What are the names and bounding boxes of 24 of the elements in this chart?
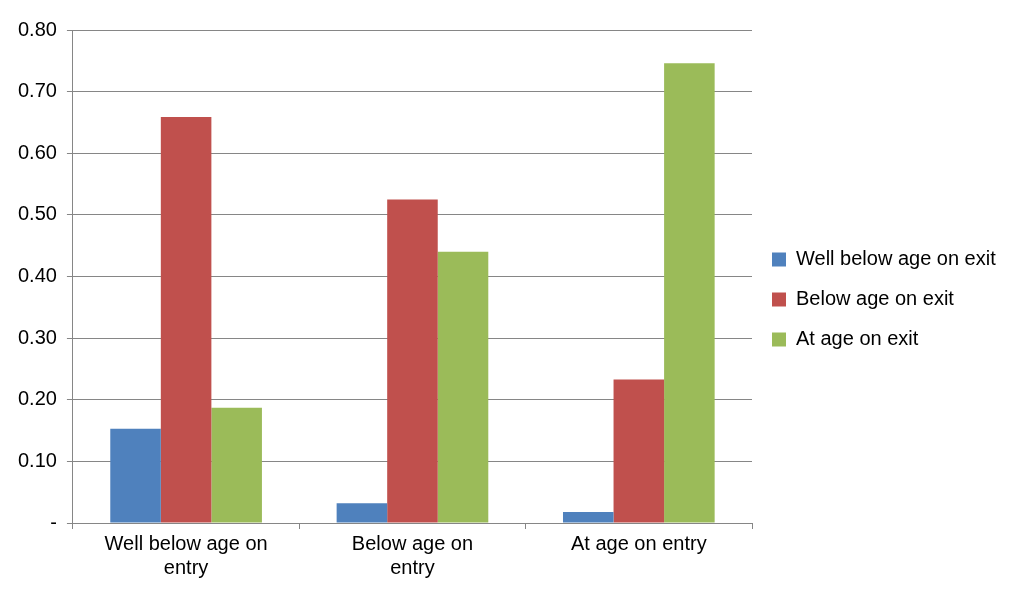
bar [562,511,614,523]
bar [387,199,438,523]
legend-label: At age on exit [796,327,919,350]
y-tick-label: 0.20 [17,387,57,410]
y-tick-label: 0.40 [17,264,57,287]
legend-label: Below age on exit [796,287,955,310]
y-tick-label: 0.80 [17,17,57,40]
bar [211,407,262,523]
y-tick-label: 0.50 [17,202,57,225]
bar [437,251,489,523]
y-tick-label: 0.30 [17,325,57,348]
x-tick-label: Well below age on entry [104,531,268,578]
x-tick-label: At age on entry [570,531,707,554]
y-tick-label: 0.10 [17,448,57,471]
bar [336,503,388,523]
y-tick-label: 0.60 [17,140,57,163]
bar [160,116,212,523]
y-tick-label: 0.70 [17,79,57,102]
legend-label: Well below age on exit [796,247,997,270]
bar [664,63,715,523]
x-tick-label: Below age on entry [351,531,474,578]
bar [613,379,665,523]
y-tick-label: - [50,510,57,533]
bar [110,428,161,523]
